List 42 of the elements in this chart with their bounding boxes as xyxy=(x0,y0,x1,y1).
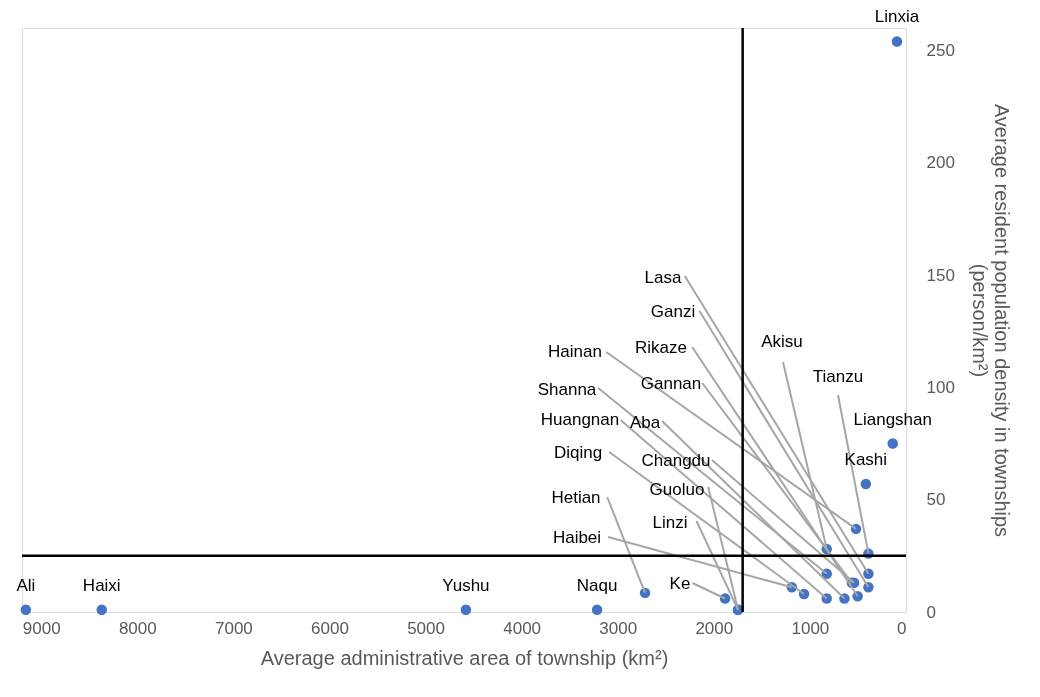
annotation: Kashi xyxy=(844,449,888,469)
annotation: Hetian xyxy=(551,488,601,507)
annotation: Naqu xyxy=(576,575,618,595)
y-tick-label: 50 xyxy=(926,490,946,510)
x-tick-label: 9000 xyxy=(22,618,61,638)
annotation: Tianzu xyxy=(812,367,864,386)
annotation: Diqing xyxy=(553,443,603,462)
annotation: Shanna xyxy=(537,380,597,399)
x-tick-label: 8000 xyxy=(118,618,157,638)
annotation: Ke xyxy=(669,574,691,593)
x-tick-label: 1000 xyxy=(791,618,830,638)
annotation: Akisu xyxy=(761,332,803,351)
annotation: Lasa xyxy=(644,268,682,287)
x-axis-title: Average administrative area of township (km²) xyxy=(260,646,669,669)
y-tick-label: 0 xyxy=(926,602,936,622)
x-tick-label: 0 xyxy=(897,618,907,638)
annotation: Aba xyxy=(629,413,661,432)
annotation: Haixi xyxy=(82,575,121,595)
annotation: Changdu xyxy=(641,451,711,470)
annotation: Huangnan xyxy=(540,410,620,429)
annotation: Liangshan xyxy=(853,409,932,429)
x-tick-label: 6000 xyxy=(311,618,349,638)
annotation: Hainan xyxy=(548,342,602,361)
y-tick-label: 250 xyxy=(926,40,955,60)
y-tick-label: 100 xyxy=(926,377,955,397)
annotation: Linzi xyxy=(652,513,688,532)
y-tick-label: 150 xyxy=(926,265,955,285)
annotation: Haibei xyxy=(552,528,602,547)
annotation: Ganzi xyxy=(650,302,696,321)
y-axis-title: Average resident population density in townships (person/km²) xyxy=(968,103,1013,538)
x-tick-label: 7000 xyxy=(214,618,253,638)
annotation: Linxia xyxy=(874,7,920,27)
annotation: Guoluo xyxy=(649,480,705,499)
x-tick-label: 4000 xyxy=(503,618,542,638)
x-tick-label: 2000 xyxy=(695,618,734,638)
x-tick-label: 5000 xyxy=(407,618,445,638)
x-tick-label: 3000 xyxy=(599,618,638,638)
y-tick-label: 200 xyxy=(926,153,955,173)
annotation: Rikaze xyxy=(635,338,687,357)
annotation: Gannan xyxy=(640,374,702,393)
annotation: Yushu xyxy=(442,575,490,595)
annotation: Ali xyxy=(16,575,36,595)
